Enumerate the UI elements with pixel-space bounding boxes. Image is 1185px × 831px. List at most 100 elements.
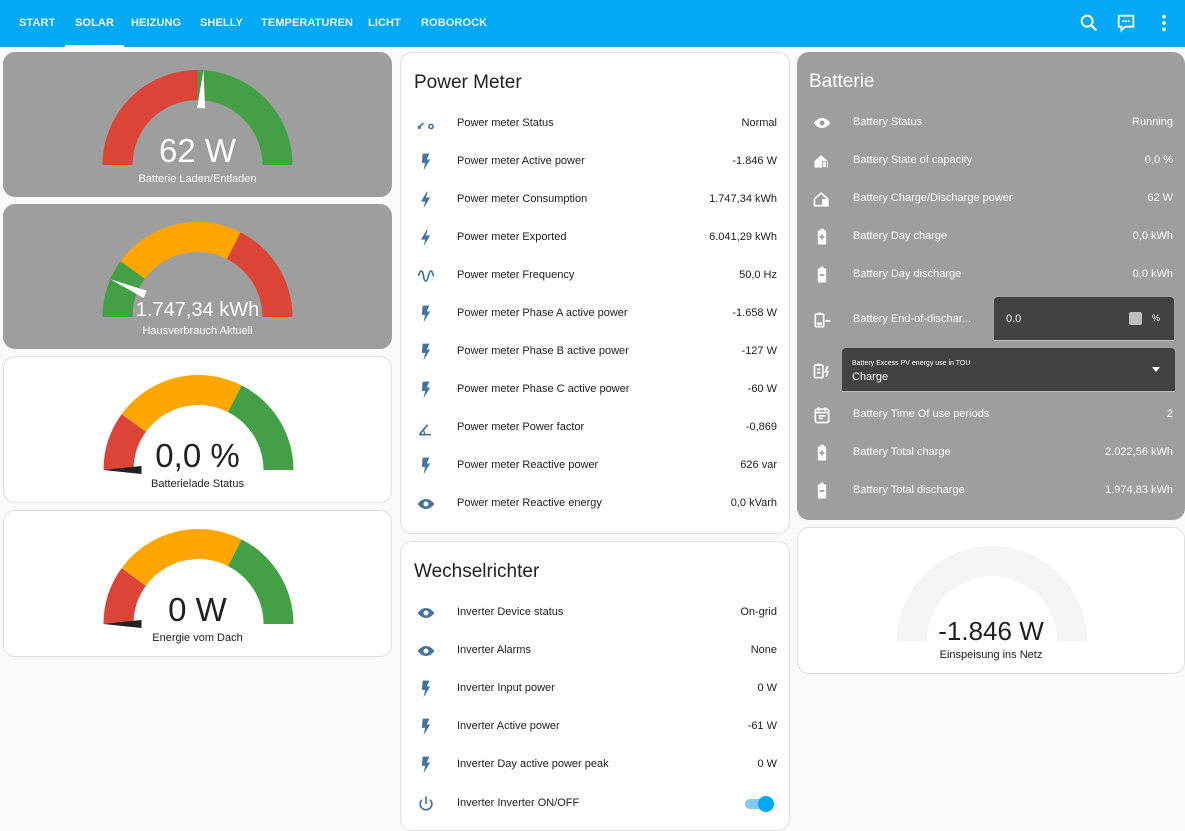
tab-solar[interactable]: SOLAR (65, 0, 124, 47)
row-label: Battery Status (853, 116, 923, 128)
eod-number-input[interactable]: 0.0 % (994, 297, 1174, 341)
gauge-segment (897, 546, 1087, 641)
row-value: 0,0 % (1144, 154, 1173, 166)
entity-row[interactable]: Inverter Day active power peak 0 W (401, 746, 789, 784)
gauge-segment (103, 568, 146, 624)
entity-row[interactable]: Power meter Reactive power 626 var (401, 447, 789, 485)
row-label: Inverter Device status (457, 606, 564, 618)
entity-row[interactable]: Inverter Input power 0 W (401, 670, 789, 708)
gauge-card-battery-power[interactable]: 62 W Batterie Laden/Entladen (3, 52, 392, 197)
battery-status-row[interactable]: Battery Status Running (797, 104, 1185, 142)
sine-wave-icon (417, 270, 435, 282)
meter-status-icon (417, 122, 434, 130)
angle-icon (418, 424, 431, 436)
entity-row[interactable]: Power meter Consumption 1.747,34 kWh (401, 181, 789, 219)
row-value: -127 W (741, 345, 777, 357)
home-battery-outline-icon (813, 192, 829, 207)
entity-row[interactable]: Power meter Phase C active power -60 W (401, 371, 789, 409)
battery-eod-row: Battery End-of-dischar... 0.0 % (797, 297, 1185, 341)
gauge-value: 1.747,34 kWh (135, 299, 260, 321)
row-value: 1.747,34 kWh (709, 193, 777, 205)
entity-row[interactable]: Power meter Status Normal (401, 105, 789, 143)
excess-pv-select[interactable]: Battery Excess PV energy use in TOU Char… (842, 348, 1175, 392)
row-label: Inverter Alarms (457, 644, 531, 656)
assist-icon[interactable] (1115, 12, 1137, 34)
row-value: 50,0 Hz (739, 269, 777, 281)
gauge-needle (197, 70, 206, 109)
row-value: 0,0 kVarh (730, 497, 777, 509)
row-value: 0 W (757, 758, 777, 770)
row-value: 2.022,56 kWh (1105, 446, 1173, 458)
select-value: Charge (852, 371, 889, 383)
entity-row[interactable]: Inverter Device status On-grid (401, 594, 789, 632)
battery-plus-icon (817, 228, 827, 245)
gauge-card-grid-feed[interactable]: -1.846 W Einspeisung ins Netz (797, 527, 1185, 674)
row-value: 626 var (740, 459, 777, 471)
eye-icon (417, 499, 435, 509)
row-label: Battery Charge/Discharge power (853, 192, 1013, 204)
gauge-segment (228, 385, 294, 470)
battery-day-discharge-row[interactable]: Battery Day discharge 0,0 kWh (797, 256, 1185, 294)
gauge-segment (227, 232, 293, 317)
dropdown-arrow-icon (1152, 367, 1160, 372)
tab-temperaturen[interactable]: TEMPERATUREN (261, 17, 354, 29)
entity-row[interactable]: Power meter Active power -1.846 W (401, 143, 789, 181)
entity-row[interactable]: Power meter Phase B active power -127 W (401, 333, 789, 371)
battery-power-row[interactable]: Battery Charge/Discharge power 62 W (797, 180, 1185, 218)
flash-icon (421, 457, 431, 475)
row-value: -60 W (747, 383, 777, 395)
tab-roborock[interactable]: ROBOROCK (421, 17, 488, 29)
gauge-value: -1.846 W (938, 616, 1044, 646)
tab-licht[interactable]: LICHT (368, 17, 401, 29)
spinner-icon[interactable] (1129, 312, 1142, 325)
card-title: Batterie (809, 71, 875, 92)
inverter-onoff-toggle[interactable] (745, 796, 774, 812)
tab-heizung[interactable]: HEIZUNG (131, 17, 182, 29)
card-title: Wechselrichter (414, 561, 540, 582)
search-icon[interactable] (1078, 12, 1100, 34)
input-value: 0.0 (1006, 313, 1022, 325)
battery-total-discharge-row[interactable]: Battery Total discharge 1.974,83 kWh (797, 472, 1185, 510)
tab-shelly[interactable]: SHELLY (200, 17, 243, 29)
row-label: Battery Total discharge (853, 484, 965, 496)
battery-low-icon (814, 312, 831, 328)
row-label: Power meter Reactive power (457, 459, 599, 471)
card-title: Power Meter (414, 72, 522, 93)
entity-row[interactable]: Inverter Active power -61 W (401, 708, 789, 746)
gauge-name: Batterie Laden/Entladen (138, 173, 257, 185)
entity-row[interactable]: Inverter Alarms None (401, 632, 789, 670)
gauge-card-battery-soc[interactable]: 0,0 % Batterielade Status (3, 356, 392, 503)
entity-row[interactable]: Power meter Exported 6.041,29 kWh (401, 219, 789, 257)
row-label: Power meter Consumption (457, 193, 588, 205)
entity-row[interactable]: Power meter Reactive energy 0,0 kVarh (401, 485, 789, 523)
flash-icon (421, 718, 431, 736)
row-label: Power meter Phase A active power (457, 307, 628, 319)
battery-total-charge-row[interactable]: Battery Total charge 2.022,56 kWh (797, 434, 1185, 472)
gauge-card-solar-roof[interactable]: 0 W Energie vom Dach (3, 510, 392, 657)
row-value: 0,0 kWh (1132, 268, 1173, 280)
gauge-value: 62 W (158, 132, 237, 169)
row-label: Inverter Active power (457, 720, 560, 732)
eye-icon (417, 608, 435, 618)
entity-row[interactable]: Power meter Frequency 50,0 Hz (401, 257, 789, 295)
gauge-arc (102, 70, 293, 165)
battery-tou-row[interactable]: Battery Time Of use periods 2 (797, 396, 1185, 434)
battery-soc-row[interactable]: Battery State of capacity 0,0 % (797, 142, 1185, 180)
row-label: Power meter Phase B active power (457, 345, 629, 357)
gauge-needle (103, 620, 142, 628)
entity-row[interactable]: Power meter Power factor -0,869 (401, 409, 789, 447)
row-value: 2 (1166, 408, 1173, 420)
row-label: Power meter Exported (457, 231, 567, 243)
entity-row[interactable]: Power meter Phase A active power -1.658 W (401, 295, 789, 333)
gauge-arc (102, 222, 293, 317)
row-value: 62 W (1147, 192, 1173, 204)
flash-icon (421, 680, 431, 698)
more-icon[interactable] (1153, 12, 1175, 34)
battery-day-charge-row[interactable]: Battery Day charge 0,0 kWh (797, 218, 1185, 256)
flash-icon (421, 305, 431, 323)
lightning-icon (421, 191, 431, 209)
battery-charging-icon (813, 363, 829, 379)
gauge-card-house-consumption[interactable]: 1.747,34 kWh Hausverbrauch Aktuell (3, 204, 392, 349)
tab-start[interactable]: START (19, 17, 56, 29)
row-label: Power meter Phase C active power (457, 383, 630, 395)
